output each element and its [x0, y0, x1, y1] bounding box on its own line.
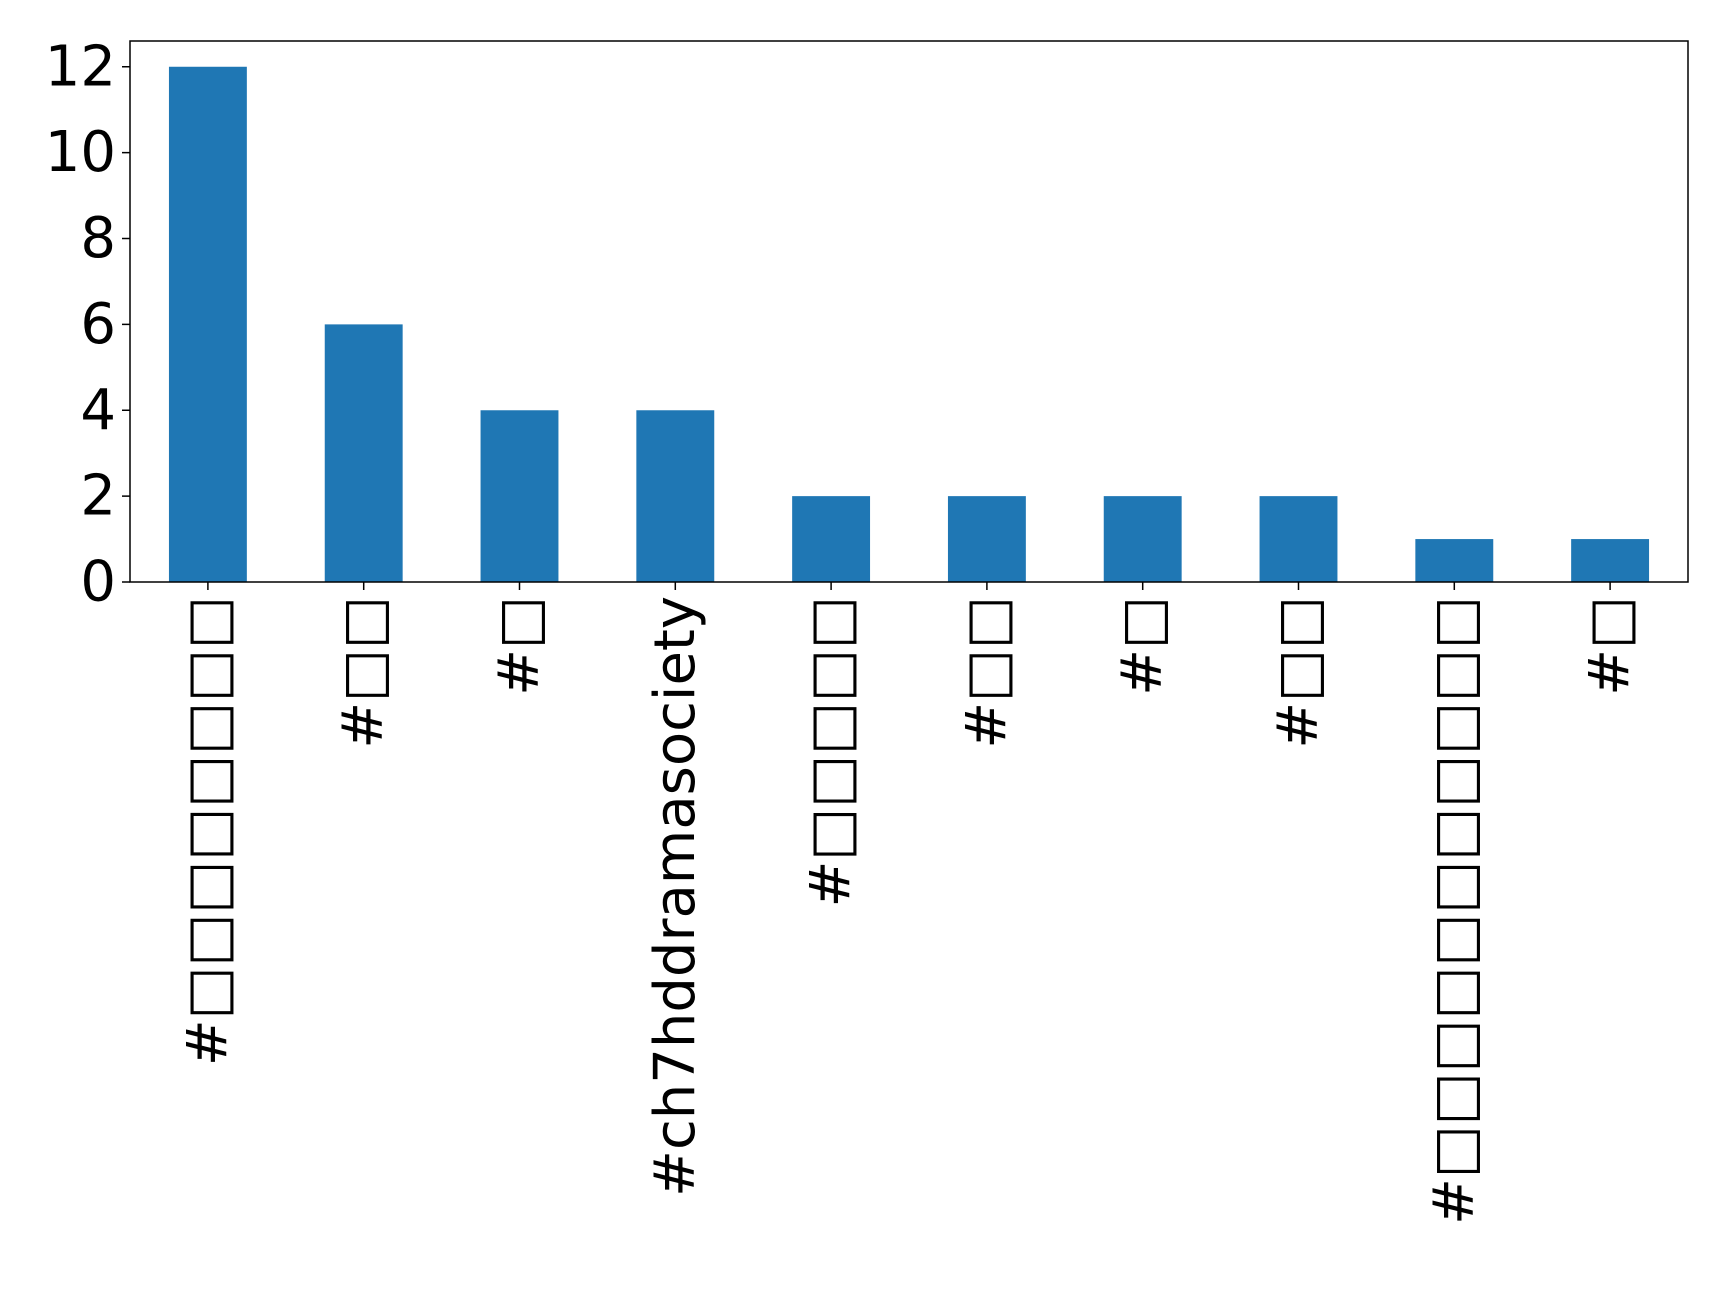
bar [1415, 539, 1494, 582]
bar [324, 324, 403, 582]
bar [168, 66, 247, 582]
x-axis: #□□□□□□□□ #□□ #□ #ch7hddramasociety #□□□□□ #□… [175, 582, 1643, 1225]
bar [1103, 496, 1182, 582]
bar [947, 496, 1026, 582]
x-tick-label: #□□ [331, 596, 396, 749]
bar [1259, 496, 1338, 582]
y-tick-label: 2 [80, 464, 116, 529]
y-tick-label: 10 [45, 120, 116, 185]
x-tick-label: #□□ [1266, 596, 1331, 749]
bar [636, 410, 715, 582]
y-tick-label: 8 [80, 206, 116, 271]
x-tick-label: #□□□□□ [799, 596, 864, 907]
plot-frame [129, 40, 1689, 583]
y-tick-label: 12 [45, 34, 116, 99]
x-tick-label: #□□□□□□□□ [175, 596, 240, 1066]
x-tick-label: #□□□□□□□□□□□ [1422, 596, 1487, 1225]
bar [1571, 539, 1650, 582]
y-tick-label: 4 [80, 378, 116, 443]
bar [480, 410, 559, 582]
x-tick-label: #□ [487, 596, 552, 696]
y-tick-label: 0 [80, 550, 116, 615]
x-tick-label: #□ [1578, 596, 1643, 696]
x-tick-label: #□□ [954, 596, 1019, 749]
x-tick-label: #ch7hddramasociety [643, 596, 708, 1197]
y-axis: 0 2 4 6 8 10 12 [45, 34, 130, 615]
bar [792, 496, 871, 582]
bars-group [168, 66, 1650, 582]
y-tick-label: 6 [80, 292, 116, 357]
x-tick-label: #□ [1110, 596, 1175, 696]
